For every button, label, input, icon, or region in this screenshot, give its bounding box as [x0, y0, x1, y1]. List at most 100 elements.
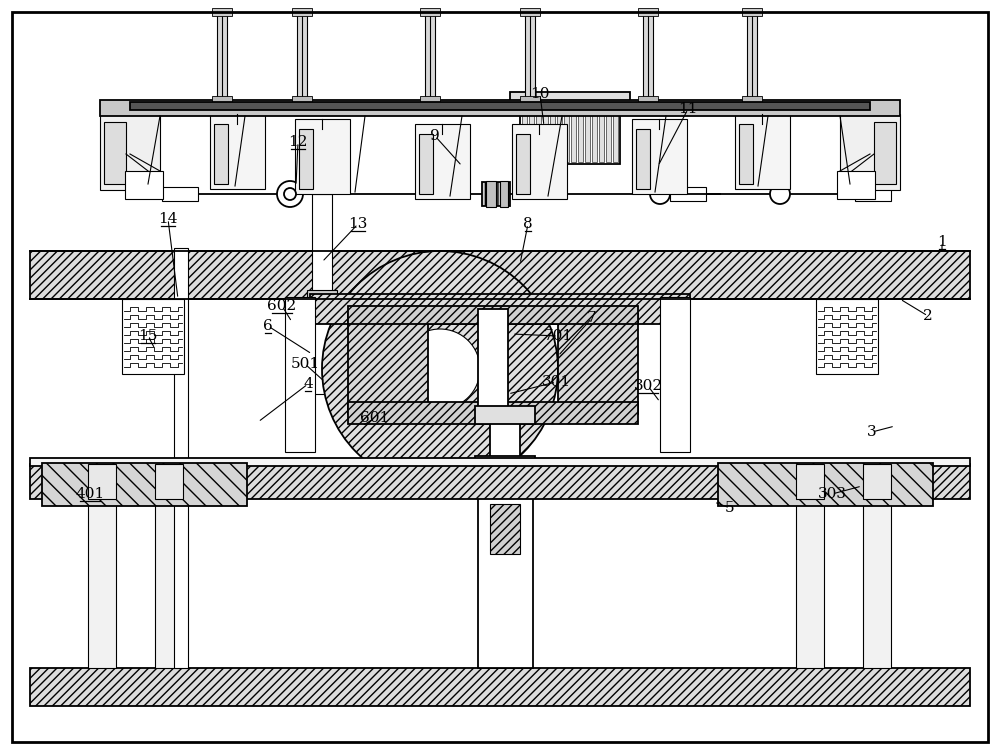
Circle shape [277, 181, 303, 207]
Bar [425, 10, 435, 100]
Text: 301: 301 [541, 375, 571, 389]
Bar [571, 111, 576, 162]
Bar [30, 251, 970, 299]
Bar [874, 122, 896, 184]
Bar [599, 111, 604, 162]
Bar [217, 10, 227, 100]
Bar [578, 111, 583, 162]
Text: 401: 401 [75, 487, 105, 501]
Bar [125, 171, 163, 199]
Bar [212, 8, 232, 16]
Circle shape [284, 188, 296, 200]
Bar [100, 100, 900, 116]
Bar [564, 111, 569, 162]
Bar [863, 498, 891, 668]
Bar [863, 464, 891, 499]
Bar [348, 402, 638, 424]
Bar [299, 129, 313, 189]
Text: 5: 5 [725, 501, 735, 515]
Bar [478, 468, 533, 668]
Text: 12: 12 [288, 135, 308, 149]
Bar [475, 406, 535, 424]
Bar [348, 314, 428, 414]
Bar [660, 297, 690, 452]
Bar [475, 456, 535, 474]
Text: 13: 13 [348, 217, 368, 231]
Bar [295, 119, 350, 194]
Bar [214, 124, 228, 184]
Bar [30, 464, 970, 499]
Circle shape [400, 329, 480, 409]
Text: 4: 4 [303, 377, 313, 391]
Bar [516, 134, 530, 194]
Text: 15: 15 [138, 329, 158, 343]
Bar [606, 111, 611, 162]
Bar [30, 458, 970, 466]
Bar [482, 182, 510, 206]
Bar [592, 111, 597, 162]
Bar [525, 10, 535, 100]
Bar [122, 299, 184, 374]
Bar [735, 114, 790, 189]
Text: 3: 3 [867, 425, 877, 439]
Text: 601: 601 [360, 411, 390, 425]
Bar [510, 92, 630, 112]
Bar [742, 96, 762, 102]
Text: 701: 701 [543, 329, 573, 343]
Bar [837, 171, 875, 199]
Bar [415, 124, 470, 199]
Bar [297, 10, 307, 100]
Bar [486, 181, 496, 207]
Text: 10: 10 [530, 87, 550, 101]
Bar [536, 111, 541, 162]
Bar [100, 114, 160, 190]
Circle shape [172, 477, 190, 495]
Text: 6: 6 [263, 319, 273, 333]
Bar [816, 299, 878, 374]
Bar [520, 8, 540, 16]
Bar [310, 294, 690, 324]
Bar [840, 114, 900, 190]
Text: 1: 1 [937, 235, 947, 249]
Text: 602: 602 [267, 299, 297, 313]
Bar [88, 464, 116, 499]
Bar [796, 498, 824, 668]
Bar [500, 181, 508, 207]
Bar [312, 194, 332, 394]
Bar [638, 96, 658, 102]
Bar [543, 111, 548, 162]
Text: 7: 7 [587, 311, 597, 325]
Bar [285, 297, 315, 452]
Text: 9: 9 [430, 129, 440, 143]
Bar [529, 111, 534, 162]
Bar [307, 290, 337, 302]
Text: 14: 14 [158, 212, 178, 226]
Bar [88, 498, 116, 668]
Bar [739, 124, 753, 184]
Bar [155, 464, 183, 499]
Bar [210, 114, 265, 189]
Bar [520, 96, 540, 102]
Bar [348, 306, 638, 324]
Bar [742, 8, 762, 16]
Bar [613, 111, 618, 162]
Bar [292, 8, 312, 16]
Text: 11: 11 [678, 102, 698, 116]
Bar [212, 96, 232, 102]
Bar [512, 124, 567, 199]
Bar [42, 463, 247, 506]
Circle shape [650, 184, 670, 204]
Bar [585, 111, 590, 162]
Bar [632, 119, 687, 194]
Bar [292, 96, 312, 102]
Bar [130, 102, 870, 110]
Bar [643, 10, 653, 100]
Bar [670, 187, 706, 201]
Text: 303: 303 [818, 487, 846, 501]
Circle shape [770, 184, 790, 204]
Circle shape [322, 251, 558, 487]
Text: 2: 2 [923, 309, 933, 323]
Bar [638, 8, 658, 16]
Bar [490, 408, 520, 668]
Text: 8: 8 [523, 217, 533, 231]
